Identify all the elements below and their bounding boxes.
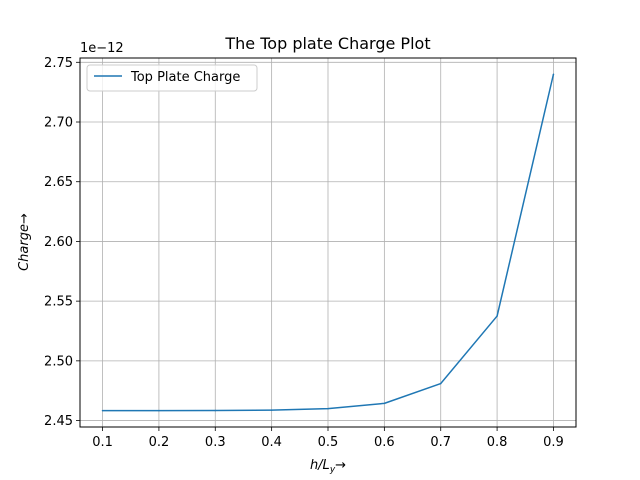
y-axis-label: Charge→: [17, 213, 32, 271]
y-axis-label-arrow: →: [17, 213, 32, 224]
chart-title: The Top plate Charge Plot: [224, 34, 430, 53]
legend-box: [86, 64, 258, 92]
x-axis-label-subscript: y: [329, 465, 336, 475]
x-axis-label: h/Ly→: [310, 458, 346, 475]
x-tick-label: 0.7: [430, 435, 451, 450]
x-axis-label-base: h/L: [310, 458, 330, 473]
x-tick-label: 0.6: [374, 435, 395, 450]
x-tick-label: 0.2: [149, 435, 170, 450]
data-point: [270, 409, 273, 411]
series-layer: [101, 73, 555, 412]
data-point: [327, 407, 329, 410]
data-point: [496, 315, 498, 317]
y-tick-label: 2.70: [44, 116, 73, 131]
x-tick-label: 0.9: [543, 435, 564, 450]
grid: [80, 58, 576, 427]
data-point: [439, 382, 442, 385]
y-tick-label: 2.75: [44, 56, 73, 71]
y-tick-label: 2.55: [44, 295, 73, 310]
x-tick-label: 0.5: [318, 435, 339, 450]
legend: Top Plate Charge: [86, 64, 258, 92]
y-axis-label-text: Charge: [17, 224, 32, 271]
data-point: [214, 409, 217, 412]
data-point: [552, 73, 555, 75]
x-tick-label: 0.4: [261, 435, 282, 450]
legend-label-top-plate-charge: Top Plate Charge: [130, 70, 240, 85]
y-tick-label: 2.45: [44, 414, 73, 429]
x-tick-label: 0.3: [205, 435, 226, 450]
y-tick-label: 2.65: [44, 175, 73, 190]
x-tick-label: 0.8: [487, 435, 508, 450]
data-point: [158, 409, 160, 412]
x-tick-label: 0.1: [92, 435, 113, 450]
y-offset-text: 1e−12: [80, 41, 124, 56]
ticks: 0.1 0.2 0.3 0.4 0.5 0.6 0.7 0.8 0.9 2.45 2.50 2.55 2…: [44, 56, 564, 450]
x-axis-label-arrow: →: [335, 458, 346, 473]
y-tick-label: 2.50: [44, 354, 73, 369]
y-tick-label: 2.60: [44, 235, 73, 250]
data-point: [101, 409, 104, 412]
data-point: [383, 402, 386, 405]
